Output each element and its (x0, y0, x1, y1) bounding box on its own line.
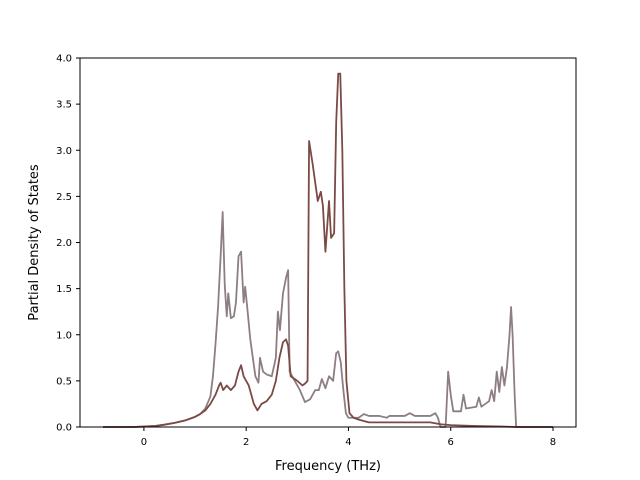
y-tick-label: 1.0 (56, 330, 72, 341)
series-line-1 (103, 211, 553, 428)
x-tick-label: 2 (243, 437, 249, 448)
x-tick-label: 4 (345, 437, 351, 448)
y-tick-label: 2.0 (56, 238, 72, 249)
y-tick-label: 4.0 (56, 54, 72, 65)
x-tick-label: 8 (550, 437, 556, 448)
y-axis: 0.0 0.5 1.0 1.5 2.0 2.5 3.0 3.5 4.0 (56, 54, 80, 434)
series-layer (103, 72, 553, 428)
y-tick-label: 0.5 (56, 376, 72, 387)
x-axis-label: Frequency (THz) (275, 459, 381, 474)
x-axis: 0 2 4 6 8 (141, 427, 556, 448)
y-tick-label: 2.5 (56, 192, 72, 203)
y-axis-label: Partial Density of States (27, 164, 42, 321)
y-tick-label: 1.5 (56, 284, 72, 295)
y-tick-label: 3.5 (56, 100, 72, 111)
x-tick-label: 0 (141, 437, 147, 448)
x-tick-label: 6 (448, 437, 454, 448)
y-tick-label: 0.0 (56, 423, 72, 434)
y-tick-label: 3.0 (56, 146, 72, 157)
series-line-2 (103, 72, 553, 428)
